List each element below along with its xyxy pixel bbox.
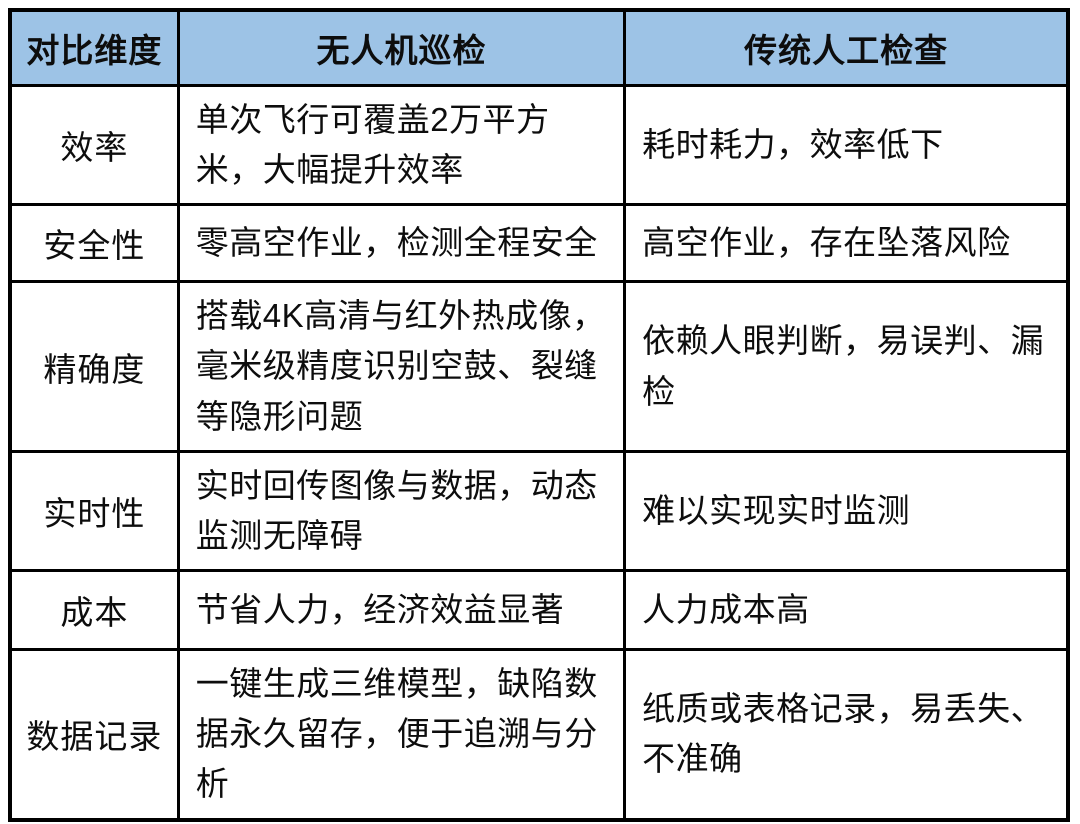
manual-cell: 人力成本高 — [623, 569, 1070, 652]
drone-cell: 一键生成三维模型，缺陷数据永久留存，便于追溯与分析 — [176, 648, 627, 822]
manual-cell: 耗时耗力，效率低下 — [623, 83, 1070, 207]
table-row-accuracy: 精确度 搭载4K高清与红外热成像，毫米级精度识别空鼓、裂缝等隐形问题 依赖人眼判… — [8, 280, 1070, 453]
drone-cell: 实时回传图像与数据，动态监测无障碍 — [176, 449, 627, 573]
row-label: 数据记录 — [8, 648, 180, 822]
row-label: 效率 — [8, 83, 180, 207]
row-label: 成本 — [8, 569, 180, 652]
table-row-safety: 安全性 零高空作业，检测全程安全 高空作业，存在坠落风险 — [8, 203, 1070, 284]
column-header-dimension: 对比维度 — [8, 8, 180, 87]
table-row-data-record: 数据记录 一键生成三维模型，缺陷数据永久留存，便于追溯与分析 纸质或表格记录，易… — [8, 648, 1070, 822]
table-row-efficiency: 效率 单次飞行可覆盖2万平方米，大幅提升效率 耗时耗力，效率低下 — [8, 83, 1070, 207]
column-header-drone: 无人机巡检 — [176, 8, 627, 87]
table-row-realtime: 实时性 实时回传图像与数据，动态监测无障碍 难以实现实时监测 — [8, 449, 1070, 573]
table-row-cost: 成本 节省人力，经济效益显著 人力成本高 — [8, 569, 1070, 652]
drone-cell: 单次飞行可覆盖2万平方米，大幅提升效率 — [176, 83, 627, 207]
column-header-manual: 传统人工检查 — [623, 8, 1070, 87]
comparison-table: 对比维度 无人机巡检 传统人工检查 效率 单次飞行可覆盖2万平方米，大幅提升效率… — [8, 8, 1070, 822]
drone-cell: 零高空作业，检测全程安全 — [176, 203, 627, 284]
manual-cell: 难以实现实时监测 — [623, 449, 1070, 573]
manual-cell: 纸质或表格记录，易丢失、不准确 — [623, 648, 1070, 822]
manual-cell: 依赖人眼判断，易误判、漏检 — [623, 280, 1070, 453]
row-label: 实时性 — [8, 449, 180, 573]
manual-cell: 高空作业，存在坠落风险 — [623, 203, 1070, 284]
row-label: 精确度 — [8, 280, 180, 453]
row-label: 安全性 — [8, 203, 180, 284]
header-row: 对比维度 无人机巡检 传统人工检查 — [8, 8, 1070, 87]
drone-cell: 节省人力，经济效益显著 — [176, 569, 627, 652]
drone-cell: 搭载4K高清与红外热成像，毫米级精度识别空鼓、裂缝等隐形问题 — [176, 280, 627, 453]
comparison-table-container: 对比维度 无人机巡检 传统人工检查 效率 单次飞行可覆盖2万平方米，大幅提升效率… — [8, 8, 1070, 822]
